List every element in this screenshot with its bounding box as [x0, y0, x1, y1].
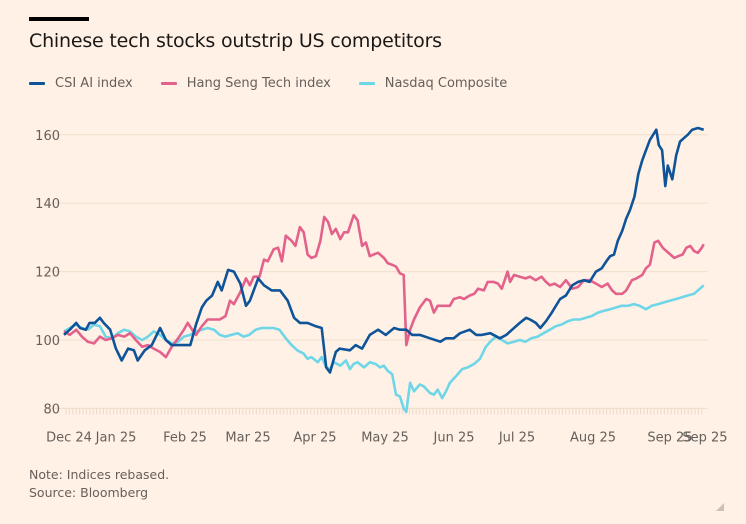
x-tick-label: Jul 25: [498, 430, 535, 445]
y-tick-label: 140: [35, 197, 60, 212]
line-chart: 80 100 120 140 160 Dec 24 Jan 25 Feb 25 Mar 25 A…: [35, 126, 728, 445]
resize-handle-icon[interactable]: [716, 503, 724, 511]
legend-label-csi: CSI AI index: [55, 76, 133, 91]
y-axis-ticks: 80 100 120 140 160: [35, 129, 60, 418]
series-line-csi-ai-index: [63, 126, 705, 374]
source-text: Source: Bloomberg: [29, 485, 149, 500]
series-line-hang-seng-tech-index: [63, 213, 705, 359]
legend-swatch-csi: [29, 82, 45, 85]
legend-item-csi: CSI AI index: [29, 76, 133, 91]
y-tick-label: 100: [35, 334, 60, 349]
y-tick-label: 120: [35, 266, 60, 281]
x-axis-ticks: Dec 24 Jan 25 Feb 25 Mar 25 Apr 25 May 25 Jun …: [46, 408, 728, 445]
series-lines: [63, 126, 705, 414]
y-tick-label: 160: [35, 129, 60, 144]
x-tick-label: Jan 25: [95, 430, 137, 445]
legend: CSI AI index Hang Seng Tech index Nasdaq…: [29, 76, 535, 91]
x-tick-label: Feb 25: [163, 430, 207, 445]
brand-bar: [29, 17, 89, 21]
x-tick-label: Mar 25: [225, 430, 270, 445]
legend-item-nasdaq: Nasdaq Composite: [358, 76, 508, 91]
x-tick-label: Sep 25: [682, 430, 727, 445]
gridlines: [44, 134, 708, 409]
series-line-nasdaq-composite: [63, 284, 705, 414]
y-tick-label: 80: [43, 402, 60, 417]
x-tick-label: Aug 25: [570, 430, 616, 445]
legend-label-hang-seng: Hang Seng Tech index: [186, 76, 331, 91]
footnote: Note: Indices rebased. Source: Bloomberg: [29, 466, 169, 502]
x-tick-label: Sep 25: [647, 430, 692, 445]
legend-swatch-nasdaq: [358, 82, 375, 85]
x-tick-label: May 25: [361, 430, 409, 445]
legend-item-hang-seng: Hang Seng Tech index: [160, 76, 331, 91]
x-tick-label: Apr 25: [293, 430, 336, 445]
note-text: Note: Indices rebased.: [29, 467, 170, 482]
chart-title: Chinese tech stocks outstrip US competit…: [29, 30, 442, 52]
legend-label-nasdaq: Nasdaq Composite: [384, 76, 508, 91]
legend-swatch-hang-seng: [160, 82, 177, 85]
x-tick-label: Jun 25: [433, 430, 475, 445]
x-tick-label: Dec 24: [46, 430, 92, 445]
